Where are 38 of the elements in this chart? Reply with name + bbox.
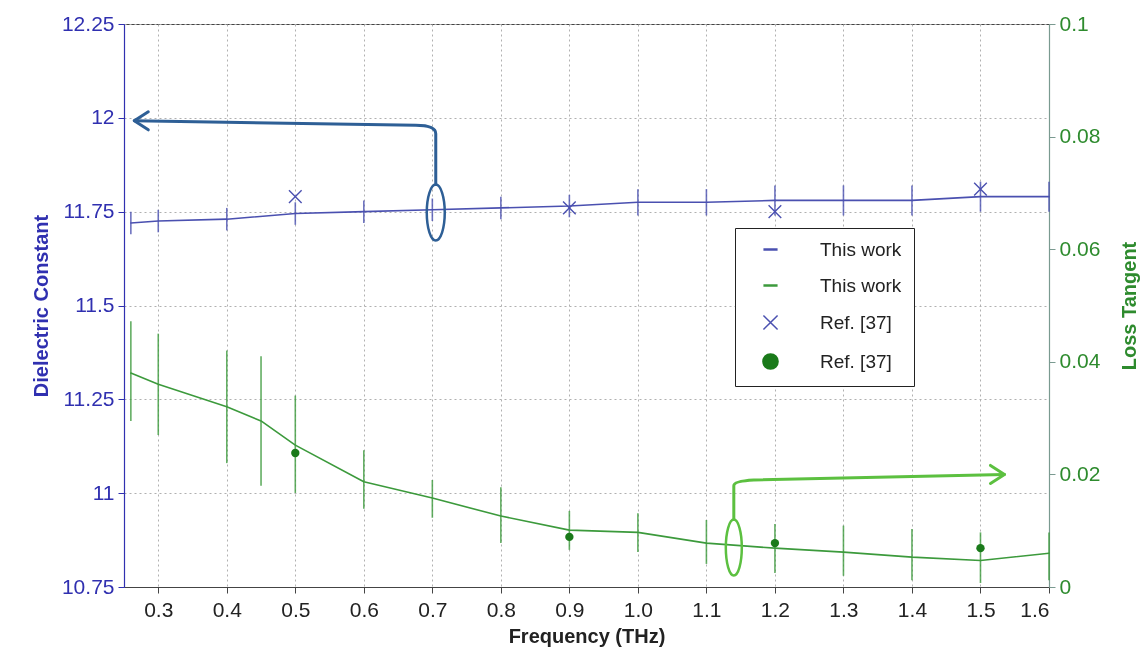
x-tick-label: 0.9 xyxy=(555,597,585,621)
legend-label: This work xyxy=(820,274,902,296)
legend-label: Ref. [37] xyxy=(820,311,892,333)
x-tick-label: 0.4 xyxy=(212,597,243,621)
legend-label: Ref. [37] xyxy=(820,350,892,372)
y-tick-label: 11.75 xyxy=(63,199,115,223)
y2-tick-label: 0.06 xyxy=(1059,236,1101,260)
x-tick-label: 1.1 xyxy=(692,597,722,621)
x-tick-label: 1.4 xyxy=(897,597,928,621)
y-tick-label: 11 xyxy=(92,480,115,504)
point xyxy=(291,448,300,458)
x-tick-label: 1.2 xyxy=(760,597,791,621)
point xyxy=(976,543,985,553)
y2-tick-label: 0.08 xyxy=(1059,124,1101,148)
point xyxy=(565,532,574,542)
y2-tick-label: 0.1 xyxy=(1059,11,1089,35)
y2-tick-label: 0.02 xyxy=(1059,461,1101,485)
x-tick-label: 0.6 xyxy=(349,597,379,621)
point xyxy=(770,538,780,548)
x-tick-label: 1.6 xyxy=(1020,597,1050,621)
y-tick-label: 12 xyxy=(91,105,115,129)
x-tick-label: 0.7 xyxy=(418,597,448,621)
x-axis-title: Frequency (THz) xyxy=(508,624,666,647)
x-tick-label: 0.3 xyxy=(144,597,174,621)
y2-tick-label: 0 xyxy=(1059,574,1072,598)
x-tick-label: 1.0 xyxy=(623,597,653,621)
y2-tick-label: 0.04 xyxy=(1059,349,1101,373)
y-tick-label: 12.25 xyxy=(61,11,115,35)
y-tick-label: 10.75 xyxy=(61,574,115,598)
y-tick-label: 11.25 xyxy=(63,386,115,410)
y2-axis-title: Loss Tangent xyxy=(1117,241,1140,371)
x-tick-label: 0.5 xyxy=(281,597,311,621)
x-tick-label: 0.8 xyxy=(486,597,516,621)
x-tick-label: 1.5 xyxy=(966,597,996,621)
y-axis-title: Dielectric Constant xyxy=(29,214,52,398)
y-tick-label: 11.5 xyxy=(75,293,115,316)
legend-label: This work xyxy=(820,238,902,260)
x-tick-label: 1.3 xyxy=(829,597,859,621)
